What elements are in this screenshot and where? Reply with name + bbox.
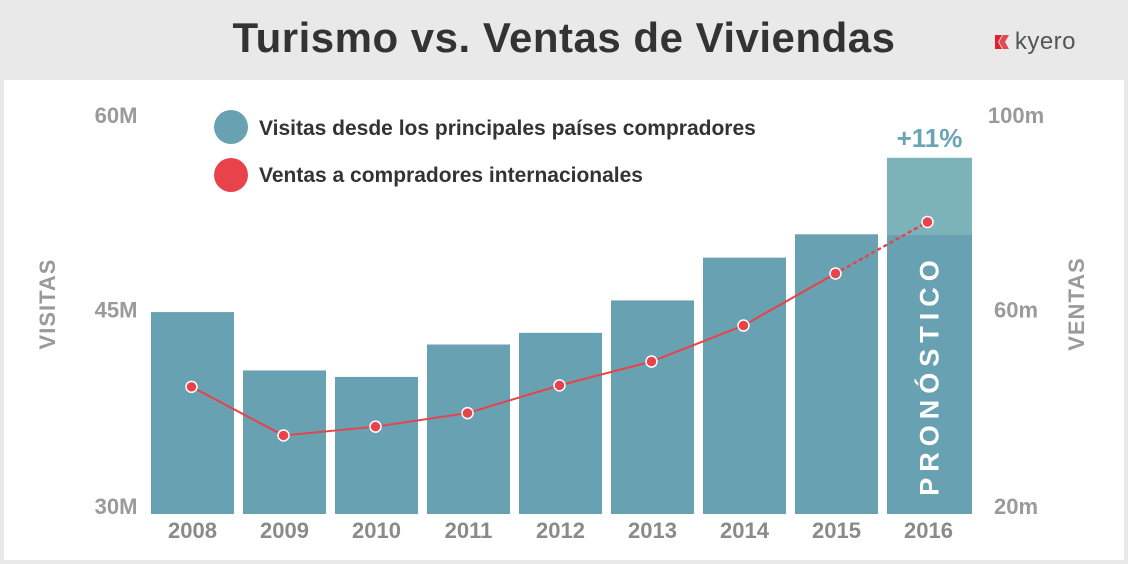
legend-label-ventas: Ventas a compradores internacionales [259, 164, 643, 187]
forecast-growth-label: +11% [897, 123, 963, 153]
y-right-tick-label: 60m [994, 298, 1038, 323]
line-point-2011 [461, 406, 474, 420]
line-point-2008 [185, 380, 198, 394]
line-point-2013 [645, 355, 658, 368]
x-tick-label-2014: 2014 [720, 518, 770, 543]
legend-marker-ventas [214, 158, 248, 192]
x-tick-label-2008: 2008 [168, 518, 217, 543]
line-point-2010 [369, 420, 382, 433]
x-tick-label-2016: 2016 [904, 518, 953, 543]
y-left-tick-label: 30M [95, 494, 138, 519]
kyero-logo-icon [993, 33, 1011, 51]
line-segment-2012-2013 [559, 360, 652, 387]
x-tick-label-2013: 2013 [628, 518, 677, 543]
line-point-2015 [829, 267, 842, 280]
line-point-2012 [553, 379, 566, 392]
brand-logo: kyero [993, 28, 1076, 56]
line-segment-2008-2009 [191, 385, 284, 437]
x-tick-label-2010: 2010 [352, 518, 401, 543]
y-right-axis-title: VENTAS [1064, 257, 1089, 351]
chart-title: Turismo vs. Ventas de Viviendas [232, 14, 896, 61]
bar-2013 [611, 300, 694, 514]
line-point-2014 [737, 319, 750, 332]
line-segment-2013-2014 [651, 324, 744, 363]
line-point-2009 [277, 429, 290, 442]
bar-2015 [795, 234, 878, 514]
legend-marker-visitas [214, 110, 248, 144]
header: Turismo vs. Ventas de Viviendas kyero [0, 0, 1128, 80]
y-left-tick-label: 45M [95, 298, 138, 323]
bar-2012 [519, 332, 602, 514]
line-segment-2014-2015 [743, 272, 836, 327]
bar-2008 [151, 312, 234, 514]
brand-name: kyero [1014, 28, 1076, 55]
x-tick-label-2009: 2009 [260, 518, 309, 543]
x-tick-label-2012: 2012 [536, 518, 585, 543]
y-right-tick-label: 100m [988, 103, 1044, 128]
forecast-label: PRONÓSTICO [914, 254, 945, 496]
line-segment-2010-2011 [375, 412, 468, 428]
chart-canvas: +11% PRONÓSTICO 2008 2009 2010 2011 2012 2013 20… [35, 103, 1089, 543]
legend-label-visitas: Visitas desde los principales países com… [259, 117, 756, 140]
bar-2009 [243, 370, 326, 514]
line-segment-2009-2010 [283, 425, 376, 437]
line-segment-2011-2012 [467, 384, 560, 415]
bar-2010 [335, 376, 418, 514]
bar-2011 [427, 344, 510, 514]
x-tick-label-2015: 2015 [812, 518, 861, 543]
line-point-2016 [921, 215, 934, 229]
bar-2014 [703, 257, 786, 514]
y-left-tick-label: 60M [95, 103, 138, 128]
y-left-axis-title: VISITAS [35, 259, 60, 350]
y-right-tick-label: 20m [994, 494, 1038, 519]
chart-panel: +11% PRONÓSTICO 2008 2009 2010 2011 2012 2013 20… [4, 80, 1124, 560]
bar-2016 [887, 234, 972, 514]
x-tick-label-2011: 2011 [445, 518, 493, 543]
